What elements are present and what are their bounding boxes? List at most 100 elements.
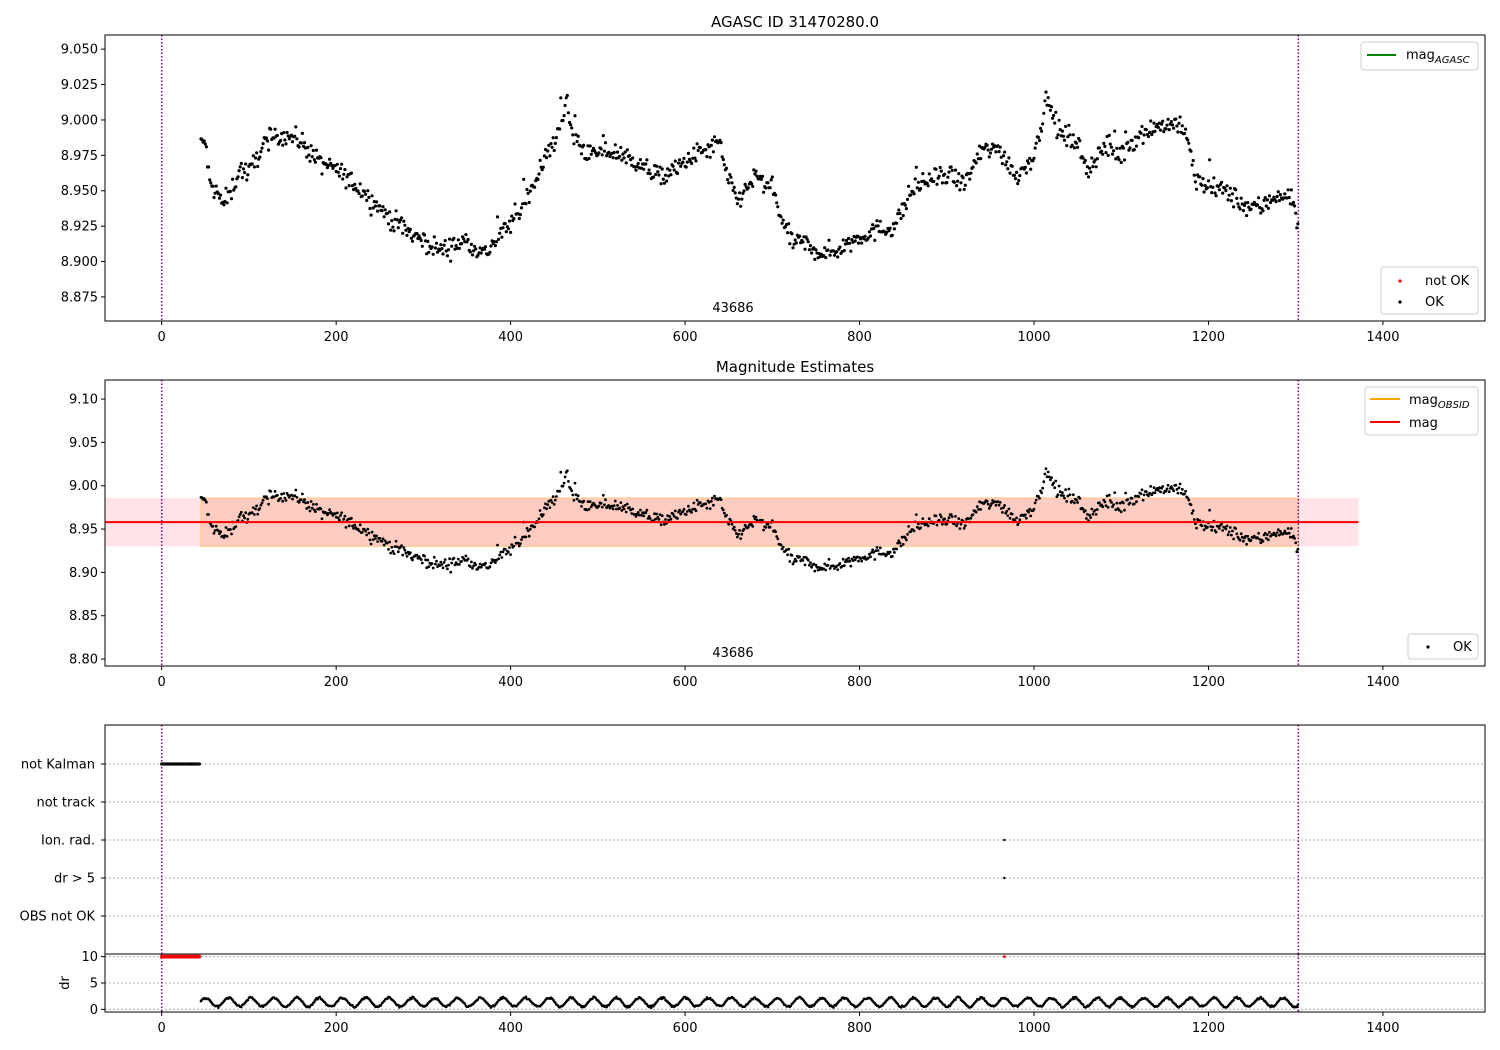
data-point (1065, 144, 1069, 148)
data-point (1108, 142, 1112, 146)
data-point (1150, 132, 1154, 137)
data-point (636, 161, 640, 166)
data-point (781, 218, 785, 222)
data-point (367, 195, 371, 199)
data-point (261, 498, 265, 502)
data-point (1272, 195, 1276, 199)
data-point (721, 157, 725, 162)
data-point (548, 154, 552, 158)
data-point (279, 138, 283, 143)
data-point (1211, 185, 1215, 189)
data-point (1119, 510, 1123, 514)
data-point (979, 157, 983, 161)
data-point (1141, 498, 1145, 502)
data-point (1234, 527, 1238, 530)
data-point (343, 514, 347, 518)
data-point (551, 495, 555, 498)
data-point (510, 543, 514, 546)
data-point (955, 184, 959, 188)
data-point (786, 553, 789, 557)
data-point (663, 173, 668, 177)
data-point (340, 162, 344, 166)
y-tick-label: 8.925 (61, 220, 98, 235)
data-point (1055, 136, 1059, 140)
data-point (570, 489, 574, 493)
data-point (333, 512, 337, 516)
data-point (903, 536, 907, 540)
data-point (569, 123, 573, 127)
data-point (344, 186, 348, 190)
data-point (222, 203, 226, 207)
data-point (488, 250, 492, 254)
data-point (246, 173, 250, 177)
flags-points (160, 762, 1006, 880)
data-point (1217, 188, 1221, 192)
data-point (621, 505, 625, 509)
dr-point (954, 998, 957, 1001)
data-point (1045, 475, 1049, 479)
dr-point (1070, 997, 1074, 1001)
data-point (639, 508, 642, 512)
data-point (1239, 532, 1243, 536)
data-point (841, 557, 845, 561)
data-point (424, 558, 427, 562)
data-point (664, 518, 667, 521)
data-point (314, 148, 319, 152)
data-point (559, 96, 563, 100)
data-point (469, 242, 473, 246)
data-point (907, 184, 911, 188)
dr-point (1075, 996, 1078, 999)
data-point (518, 213, 523, 217)
data-point (1028, 156, 1032, 160)
data-point (1240, 535, 1244, 539)
data-point (1012, 173, 1017, 177)
data-point (1116, 155, 1120, 159)
data-point (1054, 479, 1058, 483)
dr-point (1295, 1005, 1299, 1009)
data-point (809, 561, 812, 564)
data-point (1229, 199, 1233, 203)
data-point (801, 559, 805, 562)
data-point (446, 248, 451, 252)
data-point (827, 238, 831, 242)
data-point (953, 522, 956, 526)
data-point (409, 236, 413, 240)
data-point (876, 549, 880, 552)
data-point (390, 545, 394, 549)
data-point (402, 219, 406, 223)
data-point (939, 515, 943, 519)
data-point (887, 229, 891, 233)
data-point (913, 177, 917, 181)
data-point (311, 503, 315, 506)
data-point (1107, 493, 1111, 497)
data-point (627, 154, 632, 158)
data-point (668, 168, 672, 172)
data-point (969, 171, 973, 175)
data-point (297, 145, 301, 149)
dr-point (318, 995, 322, 999)
data-point (589, 505, 593, 509)
data-point (449, 259, 453, 263)
data-point (1028, 507, 1032, 511)
data-point (305, 507, 309, 510)
data-point (646, 517, 650, 520)
y-tick-label: 8.80 (69, 653, 98, 668)
data-point (244, 162, 248, 166)
data-point (641, 511, 644, 515)
data-point (1158, 486, 1161, 490)
data-point (732, 525, 736, 529)
data-point (1006, 167, 1010, 171)
data-point (1294, 541, 1298, 545)
data-point (766, 181, 770, 185)
x-tick-label: 0 (158, 675, 166, 690)
data-point (291, 497, 294, 501)
data-point (214, 184, 218, 188)
data-point (781, 545, 785, 549)
data-point (245, 178, 249, 182)
data-point (1134, 494, 1137, 498)
data-point (622, 507, 626, 511)
dr-point (217, 1006, 220, 1009)
data-point (600, 505, 604, 509)
data-point (1235, 532, 1239, 536)
data-point (338, 518, 341, 522)
